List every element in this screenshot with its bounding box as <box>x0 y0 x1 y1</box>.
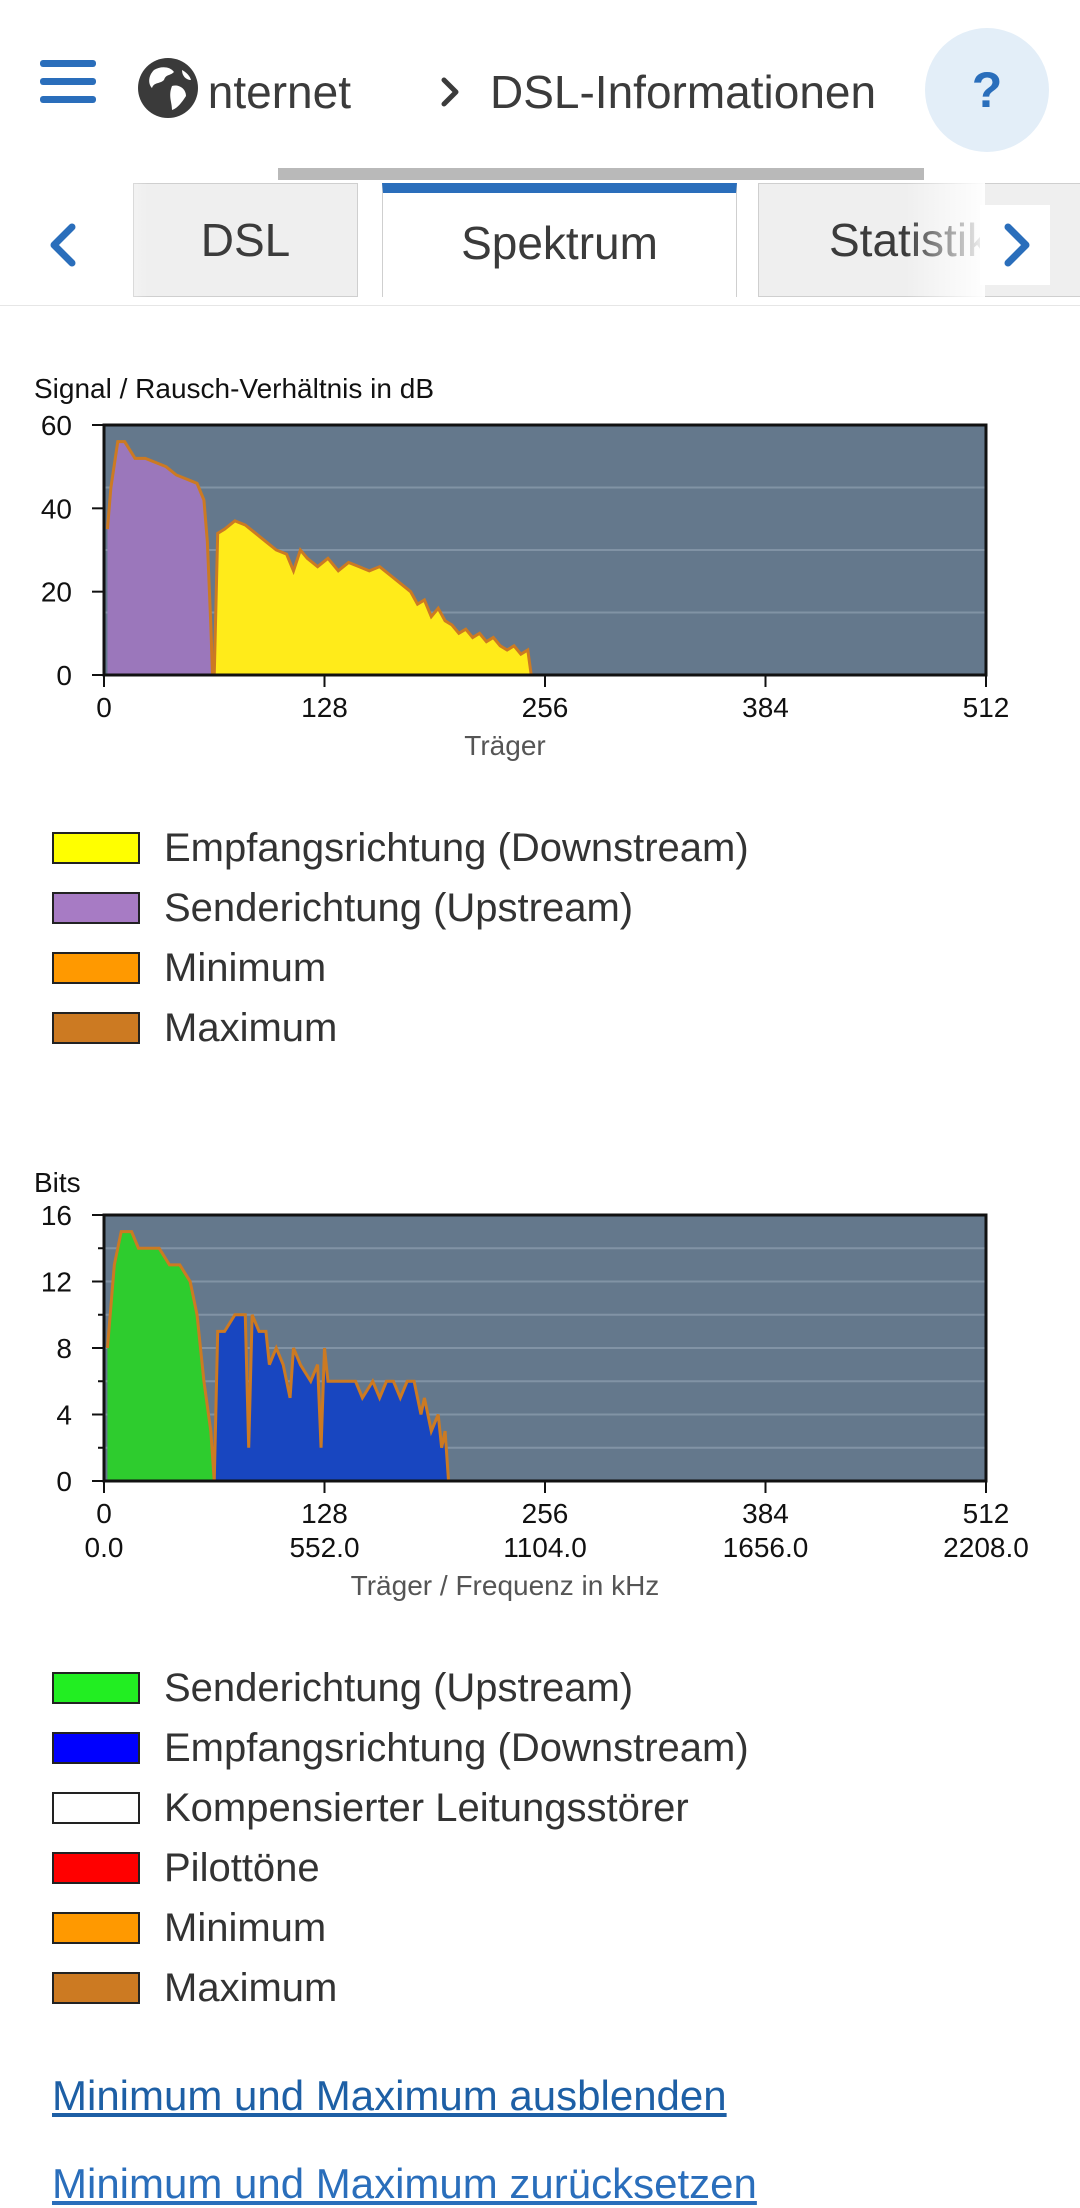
x-tick-label: 256 <box>522 1498 569 1529</box>
x-tick-label: 0 <box>96 1498 112 1529</box>
legend-swatch <box>52 1852 140 1884</box>
y-tick-label: 40 <box>41 493 72 524</box>
y-tick-label: 60 <box>41 410 72 441</box>
snr-legend: Empfangsrichtung (Downstream) Senderichtu… <box>52 818 749 1058</box>
x-tick-label-freq: 1656.0 <box>723 1532 809 1563</box>
x-tick-label: 256 <box>522 692 569 723</box>
series-max-line-0 <box>105 440 215 676</box>
chevron-right-icon[interactable] <box>980 205 1050 285</box>
tab-bar: DSL Spektrum Statistik <box>0 175 1080 306</box>
x-tick-label: 128 <box>301 692 348 723</box>
bits-legend-item: Maximum <box>52 1958 749 2018</box>
legend-swatch <box>52 1912 140 1944</box>
tab-dsl[interactable]: DSL <box>133 183 358 297</box>
legend-label: Maximum <box>164 1005 338 1050</box>
bits-legend-item: Pilottöne <box>52 1838 749 1898</box>
help-button[interactable]: ? <box>925 28 1049 152</box>
y-tick-label: 12 <box>41 1267 72 1298</box>
legend-swatch <box>52 1972 140 2004</box>
breadcrumb-dsl-informationen: DSL-Informationen <box>490 66 877 118</box>
series-area-0 <box>107 441 213 675</box>
legend-label: Maximum <box>164 1965 338 2010</box>
tab-fade-left <box>88 183 148 297</box>
bits-legend-item: Senderichtung (Upstream) <box>52 1658 749 1718</box>
bits-legend-item: Empfangsrichtung (Downstream) <box>52 1718 749 1778</box>
legend-swatch <box>52 892 140 924</box>
legend-swatch <box>52 1012 140 1044</box>
legend-label: Empfangsrichtung (Downstream) <box>164 825 749 870</box>
series-area-0 <box>107 1231 215 1481</box>
y-tick-label: 4 <box>56 1400 72 1431</box>
reset-minmax-link[interactable]: Minimum und Maximum zurücksetzen <box>52 2160 757 2207</box>
y-tick-label: 8 <box>56 1333 72 1364</box>
chart-title: Signal / Rausch-Verhältnis in dB <box>34 373 434 404</box>
bits-legend: Senderichtung (Upstream) Empfangsrichtung… <box>52 1658 749 2018</box>
y-tick-label: 20 <box>41 577 72 608</box>
breadcrumb-scrollbar[interactable] <box>278 168 924 180</box>
x-tick-label: 512 <box>963 1498 1010 1529</box>
hide-minmax-link[interactable]: Minimum und Maximum ausblenden <box>52 2072 727 2119</box>
snr-legend-item: Maximum <box>52 998 749 1058</box>
x-tick-label-freq: 0.0 <box>85 1532 124 1563</box>
legend-swatch <box>52 832 140 864</box>
y-tick-label: 0 <box>56 1466 72 1497</box>
snr-chart: Signal / Rausch-Verhältnis in dB 0 20 40 60 0… <box>0 360 1080 780</box>
x-axis-label: Träger / Frequenz in kHz <box>351 1570 660 1601</box>
x-tick-label: 0 <box>96 692 112 723</box>
breadcrumb: Internet DSL-Informationen <box>205 52 915 132</box>
chevron-left-icon[interactable] <box>30 205 100 285</box>
legend-label: Empfangsrichtung (Downstream) <box>164 1725 749 1770</box>
snr-legend-item: Empfangsrichtung (Downstream) <box>52 818 749 878</box>
x-axis-label: Träger <box>464 730 545 761</box>
bits-chart: Bits 0 4 8 12 16 0 0.0 128 552.0 256 1104.0 384 1656.… <box>0 1154 1080 1604</box>
legend-swatch <box>52 952 140 984</box>
y-tick-label: 0 <box>56 660 72 691</box>
x-tick-label: 128 <box>301 1498 348 1529</box>
bits-legend-item: Kompensierter Leitungsstörer <box>52 1778 749 1838</box>
y-tick-label: 16 <box>41 1200 72 1231</box>
legend-label: Senderichtung (Upstream) <box>164 885 634 930</box>
bits-chart-svg: Bits048121600.0128552.02561104.03841656.… <box>34 1167 1029 1601</box>
app-header: Internet DSL-Informationen ? <box>0 0 1080 180</box>
x-tick-label: 512 <box>963 692 1010 723</box>
legend-swatch <box>52 1792 140 1824</box>
chevron-right-icon <box>441 77 459 107</box>
x-tick-label-freq: 1104.0 <box>503 1532 587 1563</box>
legend-swatch <box>52 1672 140 1704</box>
x-tick-label-freq: 552.0 <box>289 1532 359 1563</box>
snr-legend-item: Senderichtung (Upstream) <box>52 878 749 938</box>
series-max-line-0 <box>105 1230 216 1482</box>
snr-legend-item: Minimum <box>52 938 749 998</box>
legend-label: Minimum <box>164 1905 327 1950</box>
legend-label: Pilottöne <box>164 1845 320 1890</box>
menu-icon[interactable] <box>40 60 96 108</box>
breadcrumb-internet[interactable]: Internet <box>205 66 351 118</box>
bits-legend-item: Minimum <box>52 1898 749 1958</box>
series-area-1 <box>214 520 532 675</box>
legend-label: Minimum <box>164 945 327 990</box>
series-max-line-1 <box>212 519 533 676</box>
legend-label: Kompensierter Leitungsstörer <box>164 1785 689 1830</box>
tab-fade-right <box>905 183 985 297</box>
tab-spektrum[interactable]: Spektrum <box>382 183 737 297</box>
chart-title: Bits <box>34 1167 81 1198</box>
x-tick-label: 384 <box>742 1498 789 1529</box>
series-max-line-1 <box>212 1313 451 1482</box>
legend-label: Senderichtung (Upstream) <box>164 1665 634 1710</box>
snr-chart-svg: Signal / Rausch-Verhältnis in dB 0 20 40 60 0… <box>34 373 1010 761</box>
legend-swatch <box>52 1732 140 1764</box>
x-tick-label-freq: 2208.0 <box>943 1532 1029 1563</box>
x-tick-label: 384 <box>742 692 789 723</box>
globe-icon <box>138 58 198 118</box>
